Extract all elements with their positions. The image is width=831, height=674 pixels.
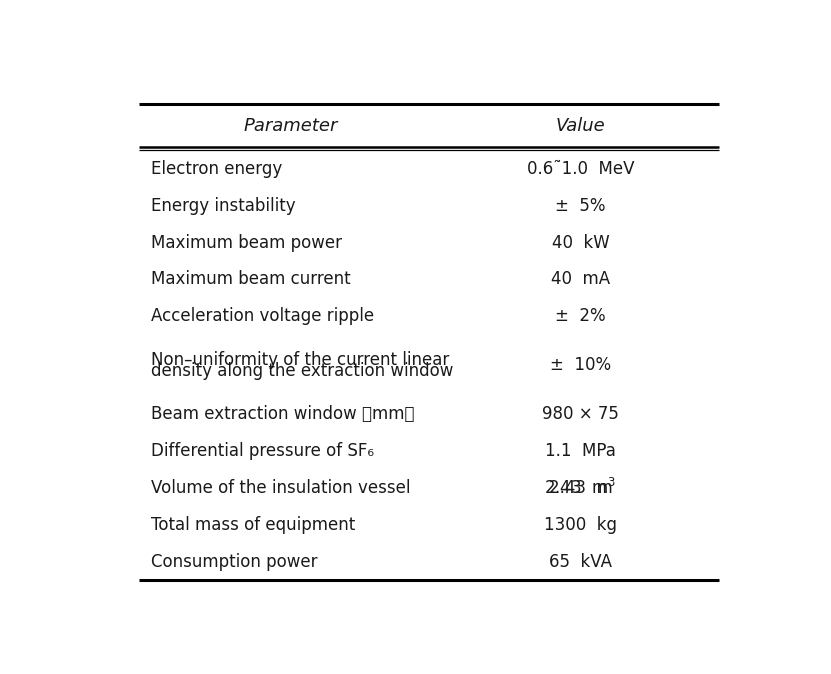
Text: Maximum beam current: Maximum beam current [151, 270, 351, 288]
Text: Parameter: Parameter [243, 117, 338, 135]
Text: density along the extraction window: density along the extraction window [151, 362, 453, 380]
Text: 0.6˜1.0  MeV: 0.6˜1.0 MeV [527, 160, 634, 178]
Text: ±  2%: ± 2% [555, 307, 606, 326]
Text: Maximum beam power: Maximum beam power [151, 234, 342, 251]
Text: 40  kW: 40 kW [552, 234, 609, 251]
Text: Electron energy: Electron energy [151, 160, 283, 178]
Text: Non–uniformity of the current linear: Non–uniformity of the current linear [151, 350, 449, 369]
Text: 40  mA: 40 mA [551, 270, 610, 288]
Text: Energy instability: Energy instability [151, 197, 296, 215]
Text: Volume of the insulation vessel: Volume of the insulation vessel [151, 479, 411, 497]
Text: Total mass of equipment: Total mass of equipment [151, 516, 355, 534]
Text: 2.43  m: 2.43 m [548, 479, 612, 497]
Text: 2.43  m$^3$: 2.43 m$^3$ [544, 478, 617, 498]
Text: 65  kVA: 65 kVA [549, 553, 612, 571]
Text: 1.1  MPa: 1.1 MPa [545, 442, 616, 460]
Text: 1300  kg: 1300 kg [544, 516, 617, 534]
Text: Value: Value [556, 117, 605, 135]
Text: 980 × 75: 980 × 75 [542, 405, 619, 423]
Text: Beam extraction window （mm）: Beam extraction window （mm） [151, 405, 415, 423]
Text: ±  5%: ± 5% [555, 197, 606, 215]
Text: Acceleration voltage ripple: Acceleration voltage ripple [151, 307, 374, 326]
Text: Differential pressure of SF₆: Differential pressure of SF₆ [151, 442, 374, 460]
Text: Consumption power: Consumption power [151, 553, 317, 571]
Text: ±  10%: ± 10% [550, 357, 611, 374]
